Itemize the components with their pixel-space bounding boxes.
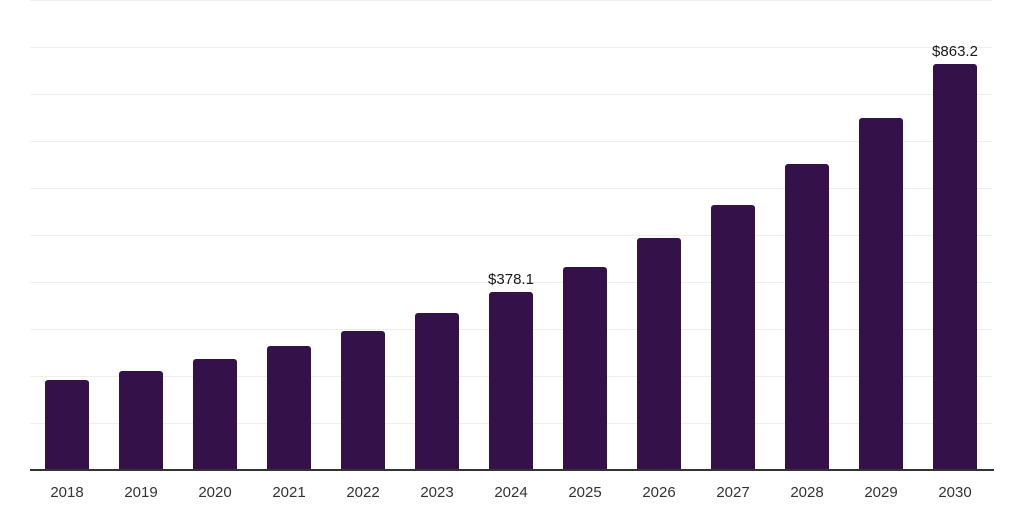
value-label-2030: $863.2: [932, 43, 978, 61]
bar-2020[interactable]: [193, 359, 237, 470]
x-tick-2022: 2022: [346, 484, 380, 501]
x-tick-2020: 2020: [198, 484, 232, 501]
bar-2027[interactable]: [711, 205, 755, 470]
bar-2030[interactable]: [933, 64, 977, 470]
bar-2028[interactable]: [785, 163, 829, 470]
x-tick-2025: 2025: [568, 484, 602, 501]
gridline: [30, 94, 992, 95]
x-axis: 2018 2019 2020 2021 2022 2023 2024 2025 2026 2027…: [30, 484, 992, 504]
bar-2025[interactable]: [563, 266, 607, 470]
bar-2022[interactable]: [341, 331, 385, 470]
bar-2019[interactable]: [119, 371, 163, 470]
x-tick-2019: 2019: [124, 484, 158, 501]
bar-2023[interactable]: [415, 312, 459, 470]
bar-2029[interactable]: [859, 118, 903, 470]
x-tick-2021: 2021: [272, 484, 306, 501]
x-tick-2023: 2023: [420, 484, 454, 501]
x-tick-2027: 2027: [716, 484, 750, 501]
gridline: [30, 235, 992, 236]
plot-area: $378.1 $863.2: [30, 0, 994, 471]
bar-2018[interactable]: [45, 380, 89, 470]
gridline: [30, 141, 992, 142]
gridline: [30, 188, 992, 189]
bar-2021[interactable]: [267, 345, 311, 470]
gridline: [30, 47, 992, 48]
x-tick-2030: 2030: [938, 484, 972, 501]
gridline: [30, 0, 992, 1]
x-axis-line: [30, 469, 994, 471]
bar-2026[interactable]: [637, 237, 681, 470]
x-tick-2024: 2024: [494, 484, 528, 501]
x-tick-2026: 2026: [642, 484, 676, 501]
gridline: [30, 282, 992, 283]
bar-2024[interactable]: [489, 292, 533, 470]
x-tick-2018: 2018: [50, 484, 84, 501]
value-label-2024: $378.1: [488, 271, 534, 289]
x-tick-2029: 2029: [864, 484, 898, 501]
x-tick-2028: 2028: [790, 484, 824, 501]
